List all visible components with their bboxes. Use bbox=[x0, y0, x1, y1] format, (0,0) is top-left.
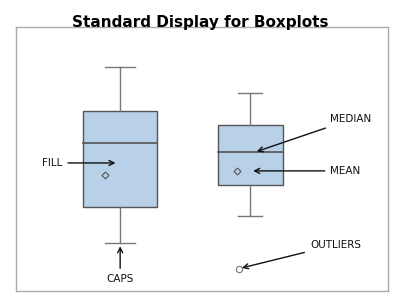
Text: MEAN: MEAN bbox=[255, 166, 360, 176]
Text: OUTLIERS: OUTLIERS bbox=[244, 240, 361, 269]
Text: Standard Display for Boxplots: Standard Display for Boxplots bbox=[72, 15, 328, 30]
Text: CAPS: CAPS bbox=[106, 248, 134, 284]
Text: FILL: FILL bbox=[42, 158, 114, 168]
Bar bbox=[83, 112, 157, 206]
Bar bbox=[218, 125, 283, 185]
Text: MEDIAN: MEDIAN bbox=[258, 114, 372, 152]
